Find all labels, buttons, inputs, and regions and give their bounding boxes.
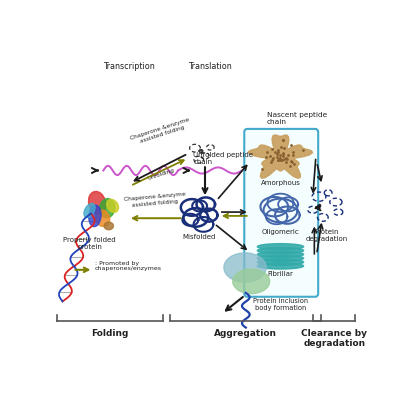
Ellipse shape: [233, 269, 270, 294]
Ellipse shape: [107, 199, 118, 212]
Text: Properly folded
protein: Properly folded protein: [63, 237, 116, 250]
Text: Amorphous: Amorphous: [260, 180, 300, 186]
Text: Aggregation: Aggregation: [214, 329, 276, 338]
Ellipse shape: [257, 255, 304, 261]
Ellipse shape: [224, 253, 266, 282]
Ellipse shape: [96, 210, 110, 227]
Text: Translation: Translation: [188, 62, 232, 71]
Ellipse shape: [88, 191, 106, 214]
Text: Clearance by
degradation: Clearance by degradation: [301, 329, 367, 349]
Text: Transcription: Transcription: [103, 62, 155, 71]
Ellipse shape: [257, 247, 304, 254]
Text: Nascent peptide
chain: Nascent peptide chain: [267, 112, 327, 125]
Text: Fibrillar: Fibrillar: [268, 271, 293, 277]
Ellipse shape: [257, 259, 304, 265]
Text: Unfolding: Unfolding: [147, 167, 175, 181]
Ellipse shape: [257, 263, 304, 269]
Text: Chaperone &enzyme
assisted folding: Chaperone &enzyme assisted folding: [130, 117, 192, 147]
Ellipse shape: [257, 243, 304, 250]
Ellipse shape: [257, 251, 304, 258]
Text: Misfolded: Misfolded: [182, 234, 216, 240]
Ellipse shape: [89, 205, 101, 227]
Text: Oligomeric: Oligomeric: [262, 229, 299, 235]
Text: Protein inclusion
body formation: Protein inclusion body formation: [253, 298, 308, 311]
Text: : Promoted by
chaperones/enzymes: : Promoted by chaperones/enzymes: [95, 260, 162, 271]
Polygon shape: [248, 135, 312, 178]
Text: Chaperone &enzyme
assisted folding: Chaperone &enzyme assisted folding: [124, 192, 186, 208]
Ellipse shape: [84, 203, 95, 217]
Text: Folding: Folding: [91, 329, 128, 338]
Text: Unfolded peptide
chain: Unfolded peptide chain: [194, 152, 254, 165]
Ellipse shape: [104, 222, 113, 230]
Ellipse shape: [100, 199, 115, 218]
Text: Protein
degradation: Protein degradation: [306, 229, 348, 242]
FancyBboxPatch shape: [244, 129, 318, 297]
